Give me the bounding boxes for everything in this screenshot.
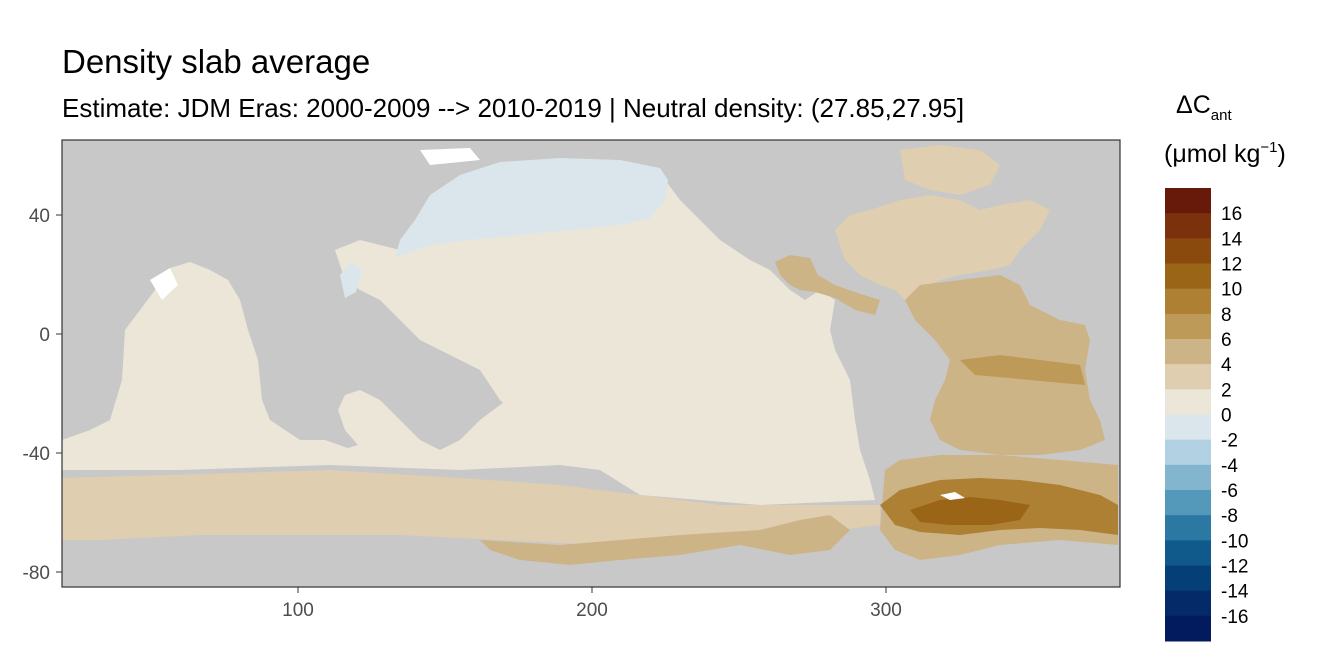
legend-label: 0 — [1221, 406, 1232, 427]
legend-labels: 16 14 12 10 8 6 4 2 0 -2 -4 -6 -8 -10 -12 -14 -16 — [1221, 204, 1249, 628]
ocean-region-north-pacific — [395, 158, 668, 258]
legend-label: -14 — [1221, 582, 1249, 603]
legend-colorbar — [1165, 188, 1211, 642]
legend-label: 12 — [1221, 255, 1242, 276]
no-data-gap-indian — [150, 268, 178, 300]
no-data-gap-arctic — [420, 148, 480, 165]
legend-label: -10 — [1221, 531, 1248, 552]
legend-units: (μmol kg−1) — [1164, 139, 1286, 168]
legend-label: -12 — [1221, 557, 1248, 578]
legend-label: 2 — [1221, 380, 1232, 401]
legend-label: 16 — [1221, 204, 1242, 225]
legend-label: -2 — [1221, 431, 1238, 452]
plot-frame — [61, 139, 1121, 588]
ocean-region-weddell-white — [940, 492, 965, 500]
x-tick-label: 300 — [870, 600, 902, 621]
legend-label: 4 — [1221, 355, 1232, 376]
legend-swatch — [1165, 615, 1211, 642]
legend-swatch — [1165, 490, 1211, 516]
chart-subtitle: Estimate: JDM Eras: 2000-2009 --> 2010-2… — [62, 93, 965, 123]
legend-swatch — [1165, 590, 1211, 617]
y-tick-label: 0 — [39, 325, 50, 346]
y-axis: 40 0 -40 -80 — [23, 206, 62, 584]
legend-label: 6 — [1221, 330, 1232, 351]
legend-label: -8 — [1221, 506, 1238, 527]
ocean-region-tropical-atlantic-mid — [960, 355, 1085, 385]
legend-swatch — [1165, 540, 1211, 566]
legend-swatch — [1165, 238, 1211, 264]
ocean-region-north-atlantic — [835, 195, 1050, 300]
plot-panel — [62, 140, 1120, 587]
legend-title: ΔCant — [1176, 91, 1232, 124]
legend-label: 8 — [1221, 305, 1232, 326]
y-tick-label: -80 — [23, 563, 50, 584]
legend-swatch — [1165, 339, 1211, 365]
legend-label: 10 — [1221, 280, 1242, 301]
y-tick-label: 40 — [29, 206, 50, 227]
ocean-region-japan-sea — [340, 262, 362, 298]
ocean-region-pacific — [335, 170, 875, 505]
legend-swatch — [1165, 515, 1211, 541]
legend-swatch — [1165, 414, 1211, 441]
legend-swatch — [1165, 565, 1211, 592]
legend-label: -4 — [1221, 456, 1238, 477]
legend-label: -6 — [1221, 481, 1238, 502]
ocean-region-labrador — [900, 145, 1000, 195]
legend-swatch — [1165, 464, 1211, 491]
ocean-region-southern-deep — [480, 515, 850, 565]
y-tick-label: -40 — [23, 444, 50, 465]
legend-swatch — [1165, 364, 1211, 390]
ocean-region-southern-band — [62, 470, 880, 545]
x-tick-label: 200 — [576, 600, 608, 621]
x-axis: 100 200 300 — [282, 587, 902, 621]
legend-swatch — [1165, 263, 1211, 290]
legend-swatch — [1165, 288, 1211, 315]
legend-swatch — [1165, 188, 1211, 214]
legend-swatch — [1165, 389, 1211, 415]
legend-label: 14 — [1221, 229, 1243, 250]
legend: ΔCant (μmol kg−1) 16 14 12 10 8 6 4 2 0 -2 -4 -6 -8 -… — [1164, 91, 1286, 642]
ocean-region-caribbean — [775, 255, 880, 315]
legend-swatch — [1165, 213, 1211, 239]
ocean-region-indian — [62, 262, 620, 470]
chart-title: Density slab average — [62, 43, 371, 80]
legend-swatch — [1165, 313, 1211, 340]
x-tick-label: 100 — [282, 600, 314, 621]
legend-label: -16 — [1221, 607, 1248, 628]
ocean-region-weddell-inner — [910, 497, 1030, 525]
legend-swatch — [1165, 439, 1211, 466]
